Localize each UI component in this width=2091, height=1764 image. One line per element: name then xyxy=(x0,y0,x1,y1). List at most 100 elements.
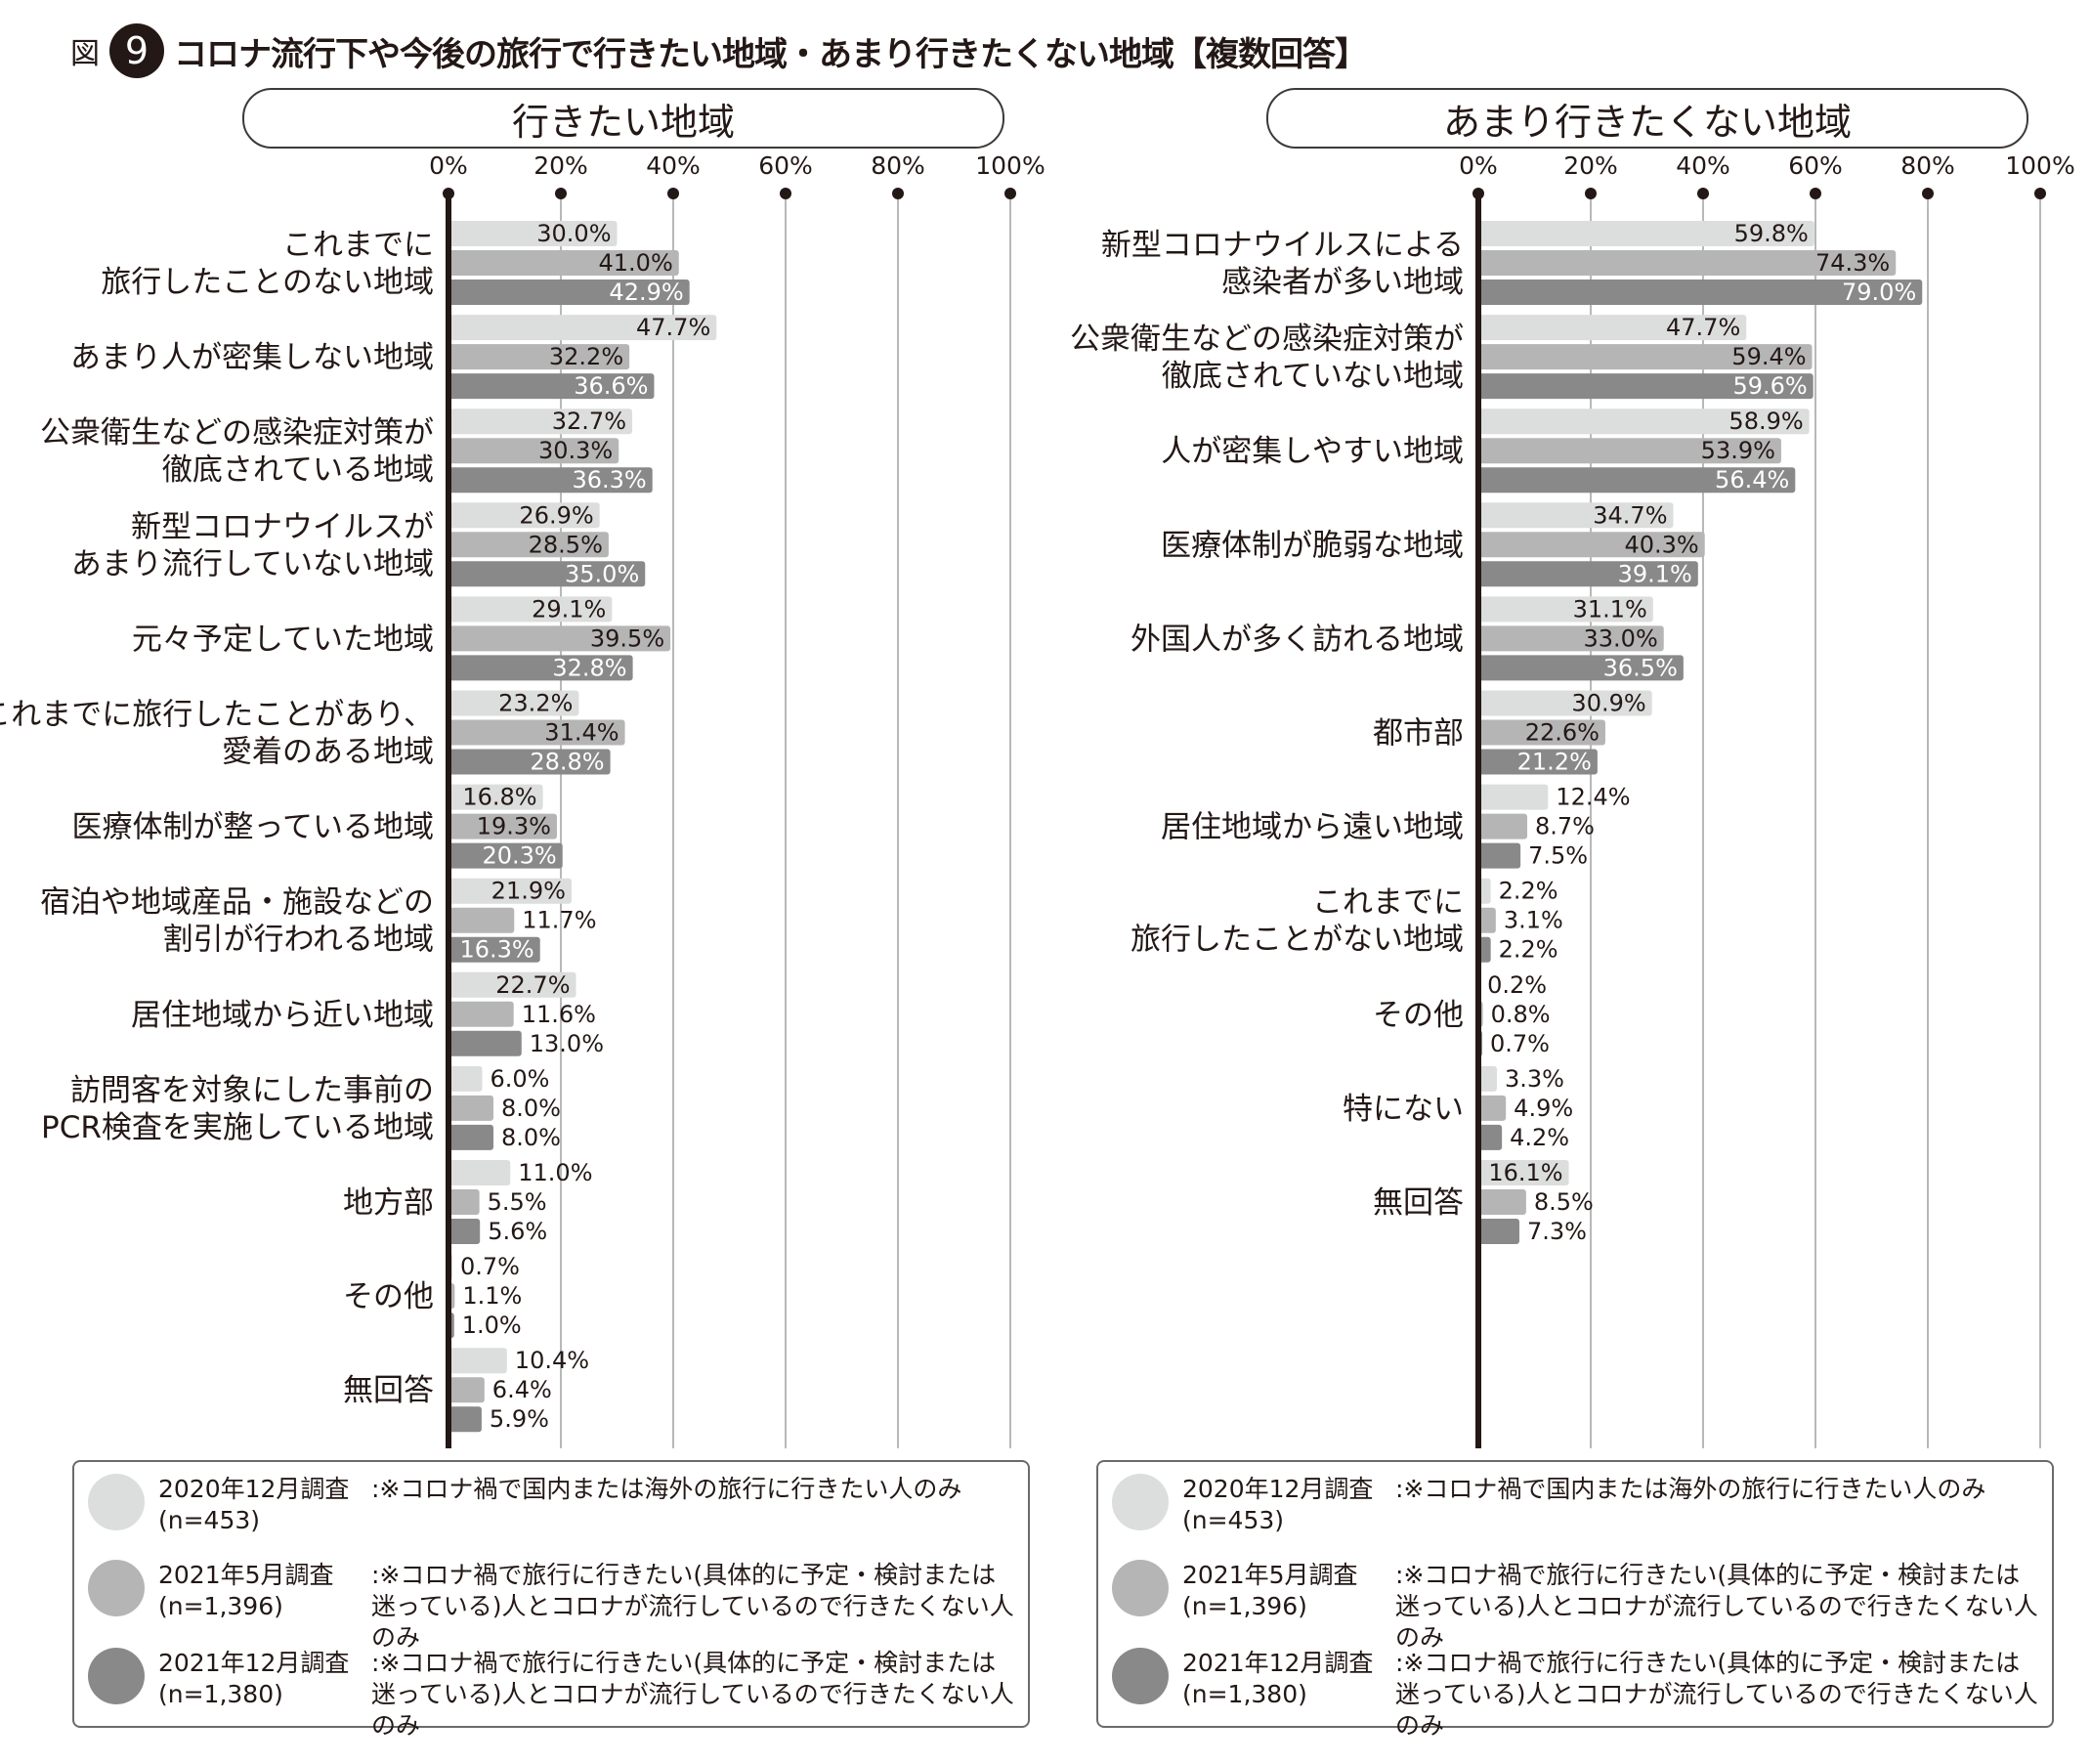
bar xyxy=(1478,409,1810,435)
data-label: 4.2% xyxy=(1510,1124,1569,1151)
bar xyxy=(448,467,653,494)
data-label: 30.9% xyxy=(1571,690,1645,717)
bar xyxy=(1478,719,1605,746)
bar xyxy=(448,438,619,464)
tick-dot xyxy=(1922,188,1934,199)
bar xyxy=(1478,532,1705,558)
data-label: 10.4% xyxy=(515,1347,589,1374)
bar xyxy=(448,315,717,341)
legend-sample-size: (n=453) xyxy=(158,1506,261,1534)
bar xyxy=(448,250,679,276)
bar xyxy=(448,971,576,998)
data-label: 32.2% xyxy=(549,343,623,370)
bar xyxy=(448,842,563,869)
data-label: 22.6% xyxy=(1525,719,1600,747)
data-label: 31.1% xyxy=(1573,595,1647,623)
legend-note: :※コロナ禍で国内または海外の旅行に行きたい人のみ xyxy=(1395,1475,1986,1503)
bar xyxy=(1478,280,1923,305)
data-label: 16.1% xyxy=(1488,1159,1562,1186)
bar xyxy=(448,1001,514,1027)
bar xyxy=(1478,1065,1497,1092)
data-label: 35.0% xyxy=(565,560,639,587)
bar xyxy=(448,561,646,587)
figure-title-text: コロナ流行下や今後の旅行で行きたい地域・あまり行きたくない地域【複数回答】 xyxy=(174,34,1368,74)
data-label: 1.1% xyxy=(462,1282,522,1310)
legend-swatch-2021-05 xyxy=(1112,1560,1169,1616)
tick-label: 100% xyxy=(2005,151,2074,180)
tick-dot xyxy=(667,188,679,199)
data-label: 28.5% xyxy=(529,531,603,558)
category-label: 愛着のある地域 xyxy=(222,735,434,770)
data-label: 6.0% xyxy=(491,1065,550,1093)
data-label: 0.7% xyxy=(460,1253,520,1280)
category-label: 徹底されている地域 xyxy=(162,452,434,488)
bar xyxy=(448,1095,493,1121)
legend-item: 2021年12月調査 (n=1,380):※コロナ禍で旅行に行きたい(具体的に予定… xyxy=(88,1648,1018,1742)
data-label: 21.9% xyxy=(491,878,566,905)
category-label: PCR検査を実施している地域 xyxy=(41,1110,434,1145)
data-label: 11.7% xyxy=(522,907,596,934)
tick-dot xyxy=(1810,188,1821,199)
category-label: 医療体制が整っている地域 xyxy=(72,810,434,845)
data-label: 30.3% xyxy=(538,437,613,464)
data-label: 39.1% xyxy=(1618,560,1692,587)
legend-sample-size: (n=1,380) xyxy=(158,1680,283,1708)
bar xyxy=(448,532,609,558)
category-label: 旅行したことのない地域 xyxy=(101,265,434,300)
data-label: 56.4% xyxy=(1715,466,1789,494)
bar xyxy=(448,719,625,746)
tick-dot xyxy=(1697,188,1709,199)
legend-item: 2020年12月調査 (n=453):※コロナ禍で国内または海外の旅行に行きたい人… xyxy=(1112,1474,2042,1536)
data-label: 8.0% xyxy=(501,1095,561,1122)
bar xyxy=(448,221,618,246)
bar xyxy=(1478,1095,1507,1121)
data-label: 2.2% xyxy=(1499,936,1558,964)
bar xyxy=(448,907,515,933)
bar xyxy=(1478,690,1652,716)
data-label: 5.5% xyxy=(488,1188,547,1216)
bar xyxy=(1478,936,1491,963)
legend-left: 2020年12月調査 (n=453):※コロナ禍で国内または海外の旅行に行きたい人… xyxy=(72,1460,1030,1740)
data-label: 40.3% xyxy=(1624,531,1698,558)
tick-label: 80% xyxy=(1900,151,1955,180)
data-label: 6.4% xyxy=(492,1376,552,1403)
data-label: 7.3% xyxy=(1527,1218,1587,1245)
tick-label: 0% xyxy=(429,151,468,180)
data-label: 4.9% xyxy=(1514,1095,1573,1122)
data-label: 26.9% xyxy=(519,501,593,529)
tick-dot xyxy=(2034,188,2046,199)
category-label: 訪問客を対象にした事前の xyxy=(70,1073,434,1108)
category-label: 公衆衛生などの感染症対策が xyxy=(40,415,434,451)
category-label: 新型コロナウイルスが xyxy=(131,509,434,544)
tick-label: 20% xyxy=(1563,151,1618,180)
category-label: 徹底されていない地域 xyxy=(1162,359,1464,394)
legend-item: 2021年5月調査 (n=1,396):※コロナ禍で旅行に行きたい(具体的に予定・… xyxy=(1112,1560,2042,1654)
data-label: 32.8% xyxy=(552,654,626,681)
data-label: 16.3% xyxy=(459,936,533,964)
bar xyxy=(448,936,540,963)
data-label: 29.1% xyxy=(532,595,606,623)
bar xyxy=(448,625,671,652)
data-label: 13.0% xyxy=(530,1030,604,1057)
category-label: 無回答 xyxy=(1373,1185,1464,1221)
legend-note: :※コロナ禍で国内または海外の旅行に行きたい人のみ xyxy=(371,1475,962,1503)
legend-sample-size: (n=1,396) xyxy=(1182,1592,1307,1620)
data-label: 0.8% xyxy=(1491,1001,1551,1028)
legend-survey-name: 2021年5月調査 xyxy=(158,1561,334,1589)
data-label: 36.5% xyxy=(1603,654,1678,681)
data-label: 5.9% xyxy=(490,1405,549,1433)
data-label: 8.0% xyxy=(501,1124,561,1151)
bar xyxy=(1478,878,1491,904)
bar xyxy=(1478,842,1521,869)
bar xyxy=(1478,1124,1503,1150)
category-label: その他 xyxy=(1373,998,1464,1033)
bar xyxy=(1478,561,1698,587)
tick-label: 60% xyxy=(758,151,813,180)
bar xyxy=(1478,596,1653,623)
category-label: 都市部 xyxy=(1373,716,1464,752)
data-label: 47.7% xyxy=(1666,314,1740,341)
legend-swatch-2020-12 xyxy=(88,1474,145,1530)
bar xyxy=(448,1065,483,1092)
bar xyxy=(1478,813,1528,839)
